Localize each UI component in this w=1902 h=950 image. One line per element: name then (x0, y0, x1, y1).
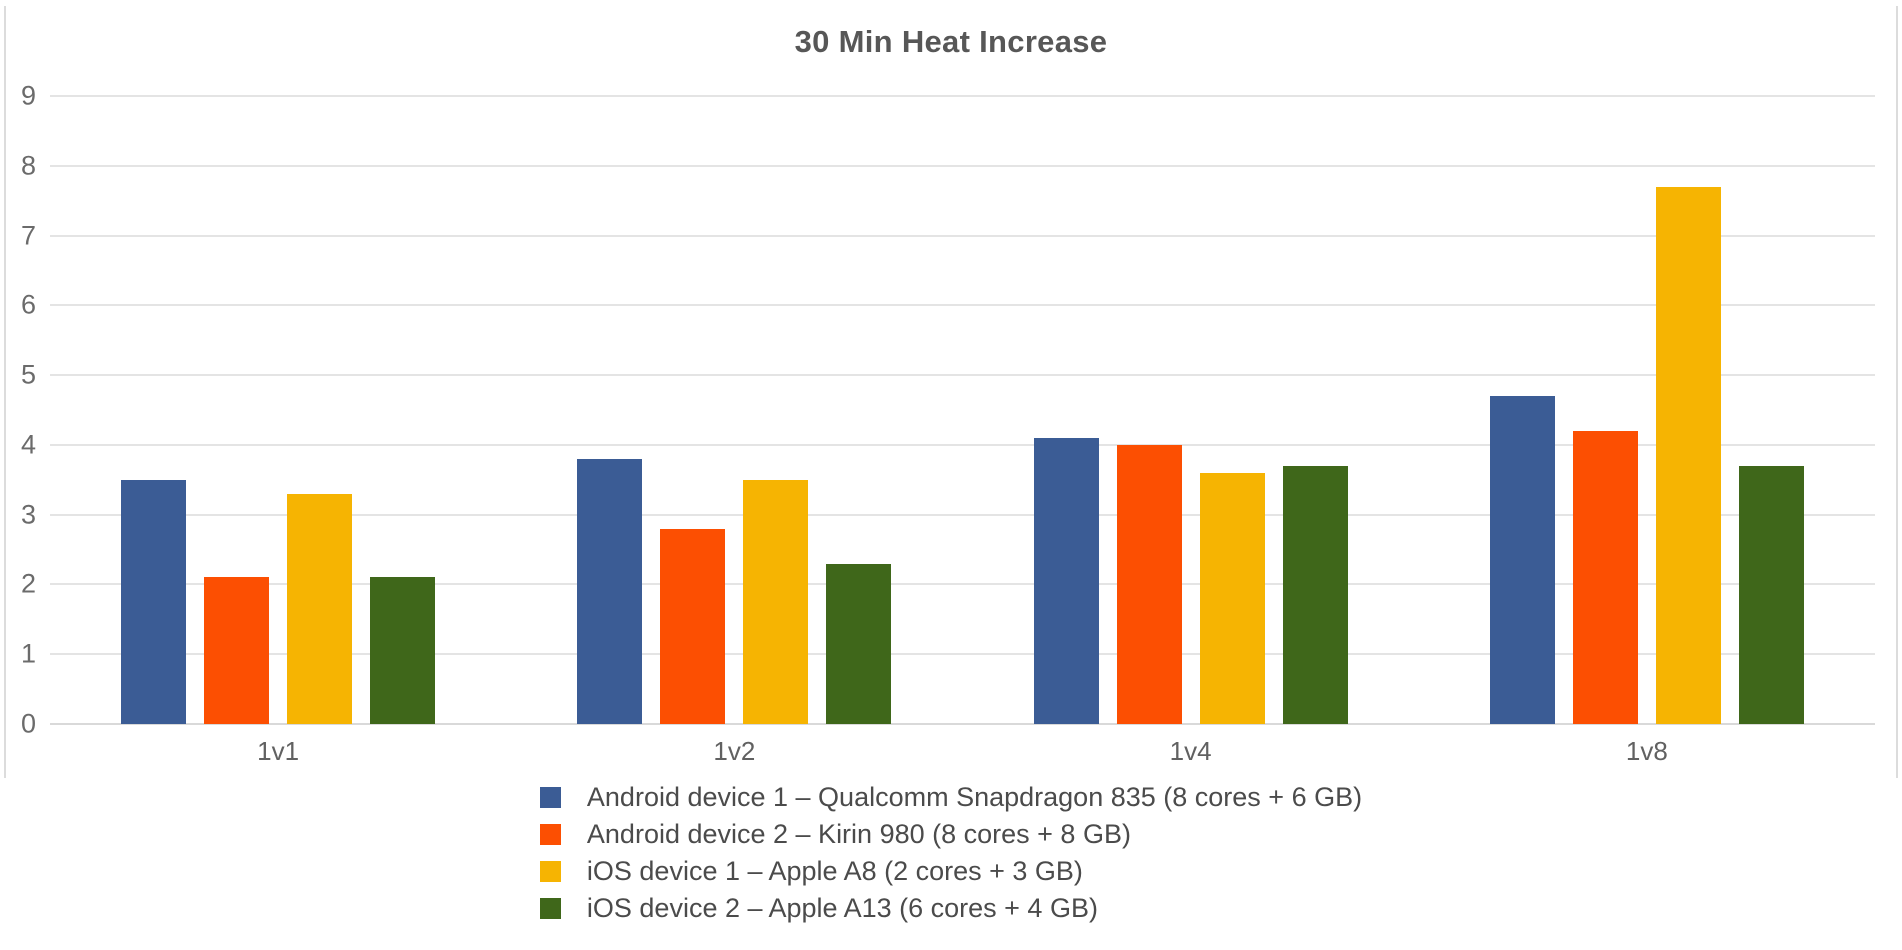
bar-1v1-series-1 (121, 479, 187, 724)
bar-1v4-series-4 (1282, 465, 1348, 724)
legend-label: iOS device 1 – Apple A8 (2 cores + 3 GB) (586, 856, 1083, 886)
gridline-8 (50, 164, 1875, 167)
bar-1v2-series-3 (743, 479, 809, 724)
y-tick-label-0: 0 (20, 708, 36, 739)
gridline-3 (50, 513, 1875, 516)
bar-1v2-series-1 (577, 458, 643, 724)
gridline-2 (50, 583, 1875, 586)
y-tick-label-3: 3 (20, 499, 36, 530)
y-tick-label-6: 6 (20, 289, 36, 320)
gridline-9 (50, 95, 1875, 97)
legend-swatch-icon (539, 898, 561, 919)
x-label-1v1: 1v1 (257, 736, 300, 766)
right-frame-line (1896, 6, 1898, 778)
legend-label: Android device 2 – Kirin 980 (8 cores + … (586, 819, 1131, 849)
legend-swatch-icon (539, 787, 561, 808)
legend-item-4: iOS device 2 – Apple A13 (6 cores + 4 GB… (539, 890, 1362, 927)
gridline-6 (50, 304, 1875, 307)
legend-item-1: Android device 1 – Qualcomm Snapdragon 8… (539, 779, 1363, 816)
bar-1v4-series-1 (1033, 437, 1099, 724)
y-tick-label-2: 2 (20, 568, 36, 599)
y-tick-label-1: 1 (20, 638, 36, 669)
bar-group-1v8 (1419, 96, 1875, 724)
bar-1v1-series-4 (370, 577, 436, 724)
y-tick-label-4: 4 (20, 429, 36, 460)
legend-swatch-icon (539, 861, 561, 882)
plot-area (50, 95, 1875, 725)
bar-1v8-series-2 (1572, 430, 1638, 724)
bar-1v4-series-2 (1116, 444, 1182, 724)
bar-group-1v2 (506, 96, 962, 724)
bar-1v8-series-1 (1489, 396, 1555, 724)
bar-1v8-series-3 (1655, 186, 1721, 724)
legend-label: iOS device 2 – Apple A13 (6 cores + 4 GB… (586, 893, 1098, 923)
bar-group-1v1 (50, 96, 506, 724)
gridline-0 (50, 723, 1875, 725)
y-tick-label-7: 7 (20, 220, 36, 251)
y-tick-label-5: 5 (20, 359, 36, 390)
bar-1v4-series-3 (1199, 472, 1265, 724)
x-label-1v8: 1v8 (1625, 736, 1668, 766)
bar-1v1-series-2 (204, 577, 270, 724)
legend-items: Android device 1 – Qualcomm Snapdragon 8… (539, 779, 1363, 927)
x-label-1v4: 1v4 (1169, 736, 1212, 766)
legend-label: Android device 1 – Qualcomm Snapdragon 8… (586, 782, 1363, 812)
left-frame-line (4, 6, 6, 778)
gridline-4 (50, 443, 1875, 446)
bar-1v2-series-2 (660, 528, 726, 724)
bar-group-1v4 (963, 96, 1419, 724)
y-tick-label-8: 8 (20, 150, 36, 181)
legend-item-3: iOS device 1 – Apple A8 (2 cores + 3 GB) (539, 853, 1362, 890)
x-label-1v2: 1v2 (713, 736, 756, 766)
gridline-1 (50, 653, 1875, 656)
bar-1v2-series-4 (826, 563, 892, 724)
gridline-7 (50, 234, 1875, 237)
bar-1v1-series-3 (287, 493, 353, 724)
bars-layer (50, 96, 1875, 724)
bar-1v8-series-4 (1738, 465, 1804, 724)
y-tick-label-9: 9 (20, 80, 36, 111)
gridline-5 (50, 374, 1875, 377)
legend: Android device 1 – Qualcomm Snapdragon 8… (0, 779, 1902, 927)
legend-item-2: Android device 2 – Kirin 980 (8 cores + … (539, 816, 1362, 853)
chart-title: 30 Min Heat Increase (794, 24, 1108, 59)
legend-swatch-icon (539, 824, 561, 845)
x-axis-labels: 1v1 1v2 1v4 1v8 (50, 736, 1875, 767)
